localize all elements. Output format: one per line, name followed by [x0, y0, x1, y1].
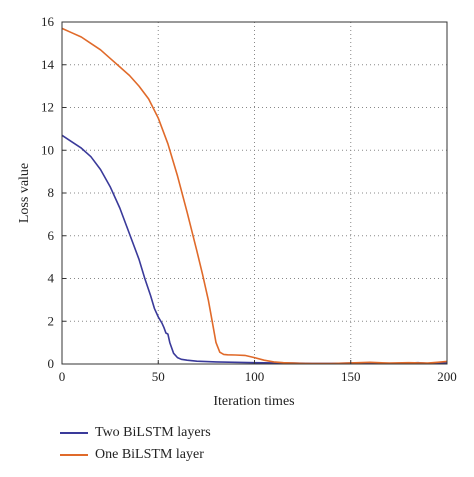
y-tick-label: 4	[48, 271, 55, 286]
y-tick-label: 10	[41, 142, 54, 157]
legend-item-two-layers: Two BiLSTM layers	[60, 422, 211, 444]
x-tick-label: 0	[59, 369, 66, 384]
y-tick-label: 14	[41, 57, 55, 72]
y-tick-label: 2	[48, 313, 55, 328]
y-tick-label: 16	[41, 14, 55, 29]
legend-item-one-layer: One BiLSTM layer	[60, 444, 211, 466]
legend-label-one-layer: One BiLSTM layer	[95, 447, 204, 462]
x-tick-label: 100	[245, 369, 265, 384]
y-tick-label: 0	[48, 356, 55, 371]
loss-chart: 0 50 100 150 200 0 2 4 6 8 10 12 14 16 Iteration time…	[17, 14, 457, 409]
series-line-one-layer	[61, 27, 448, 365]
x-tick-label: 150	[341, 369, 361, 384]
x-tick-label: 50	[152, 369, 165, 384]
grid-lines	[62, 22, 447, 364]
legend-label-two-layers: Two BiLSTM layers	[95, 425, 211, 440]
legend-swatch-two-layers	[60, 432, 88, 434]
series-line-two-layers	[61, 134, 448, 365]
y-axis-label: Loss value	[17, 163, 32, 223]
x-axis-label: Iteration times	[213, 394, 294, 409]
legend-swatch-one-layer	[60, 454, 88, 456]
y-tick-label: 6	[48, 228, 55, 243]
y-tick-label: 12	[41, 100, 54, 115]
legend: Two BiLSTM layers One BiLSTM layer	[60, 422, 211, 466]
tick-labels: 0 50 100 150 200 0 2 4 6 8 10 12 14 16	[41, 14, 457, 384]
y-tick-label: 8	[48, 185, 55, 200]
x-tick-label: 200	[437, 369, 457, 384]
